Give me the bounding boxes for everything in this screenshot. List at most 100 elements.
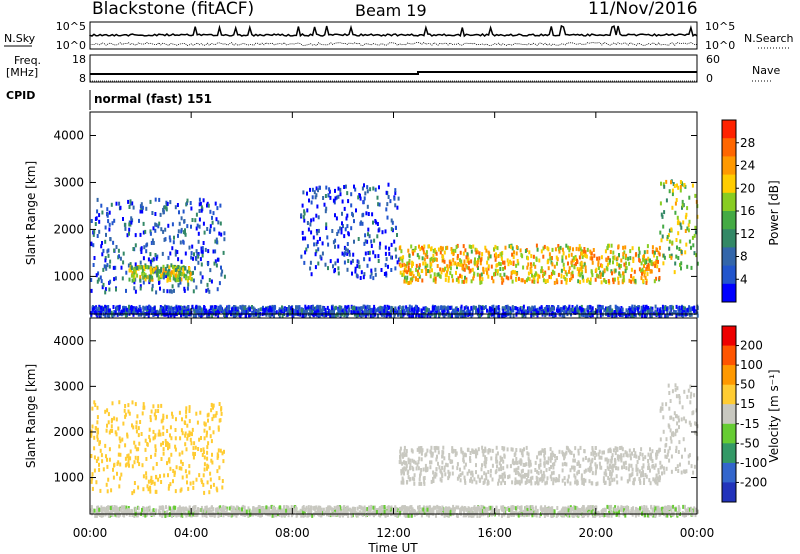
power-mark xyxy=(191,218,194,222)
velocity-mark xyxy=(399,449,402,454)
velocity-mark xyxy=(456,462,459,467)
velocity-mark xyxy=(93,468,96,473)
power-mark xyxy=(562,310,565,315)
velocity-mark xyxy=(137,485,140,490)
power-mark xyxy=(158,280,161,285)
power-mark xyxy=(370,239,373,244)
velocity-mark xyxy=(169,466,172,471)
power-mark xyxy=(217,309,220,314)
colorbar-swatch xyxy=(722,265,736,285)
velocity-mark xyxy=(206,445,209,450)
velocity-mark xyxy=(622,453,625,458)
velocity-mark xyxy=(449,459,452,464)
velocity-mark xyxy=(150,478,152,483)
power-mark xyxy=(429,257,432,262)
power-mark xyxy=(357,260,360,265)
velocity-mark xyxy=(574,475,577,480)
power-mark xyxy=(196,252,199,257)
power-mark xyxy=(446,270,449,275)
power-mark xyxy=(419,247,422,252)
power-mark xyxy=(109,259,112,264)
velocity-mark xyxy=(640,471,643,476)
velocity-mark xyxy=(491,448,494,453)
velocity-mark xyxy=(399,453,402,458)
power-mark xyxy=(142,230,145,235)
velocity-mark xyxy=(567,448,570,453)
velocity-mark xyxy=(454,449,457,453)
power-mark xyxy=(168,235,171,240)
power-mark xyxy=(616,256,619,261)
velocity-mark xyxy=(627,467,630,472)
velocity-mark xyxy=(95,426,98,431)
power-mark xyxy=(223,308,226,313)
power-mark xyxy=(178,266,181,271)
power-mark xyxy=(359,196,362,201)
power-mark xyxy=(592,310,595,315)
velocity-mark xyxy=(203,421,206,426)
power-mark xyxy=(106,213,109,218)
power-mark xyxy=(602,270,605,275)
power-mark xyxy=(149,271,152,275)
velocity-mark xyxy=(90,431,93,436)
velocity-mark xyxy=(655,455,658,460)
power-mark xyxy=(666,313,669,318)
power-mark xyxy=(241,304,244,309)
velocity-mark xyxy=(667,423,670,428)
power-mark xyxy=(339,187,342,192)
velocity-mark xyxy=(448,474,451,479)
power-mark xyxy=(188,266,191,271)
power-mark xyxy=(671,192,674,197)
power-mark xyxy=(679,239,682,244)
power-mark xyxy=(390,242,393,247)
power-mark xyxy=(410,313,413,318)
power-mark xyxy=(606,267,609,272)
power-mark xyxy=(557,305,560,310)
power-mark xyxy=(197,309,200,314)
velocity-mark xyxy=(417,460,420,465)
power-mark xyxy=(175,308,178,313)
power-mark xyxy=(634,313,637,318)
velocity-mark xyxy=(661,406,664,411)
velocity-mark xyxy=(210,458,213,463)
velocity-mark xyxy=(169,433,171,438)
velocity-mark xyxy=(689,422,692,427)
power-mark xyxy=(612,280,615,285)
y-tick-label: 4000 xyxy=(53,128,84,142)
velocity-mark xyxy=(589,462,592,467)
velocity-mark xyxy=(695,422,698,427)
power-mark xyxy=(572,247,574,252)
velocity-mark xyxy=(429,465,432,470)
power-mark xyxy=(278,309,281,314)
velocity-mark xyxy=(604,457,607,462)
velocity-mark xyxy=(413,473,416,478)
power-mark xyxy=(643,258,646,263)
power-mark xyxy=(248,307,251,312)
velocity-mark xyxy=(184,469,187,474)
velocity-mark xyxy=(98,462,100,467)
power-mark xyxy=(108,227,111,232)
power-mark xyxy=(130,220,133,225)
freq-label: Freq. xyxy=(14,54,41,67)
power-mark xyxy=(551,247,554,252)
velocity-mark xyxy=(640,447,643,452)
velocity-mark xyxy=(672,504,675,509)
velocity-mark xyxy=(663,470,666,475)
velocity-mark xyxy=(542,449,545,454)
velocity-mark xyxy=(188,405,191,410)
power-mark xyxy=(150,263,153,268)
power-mark xyxy=(327,266,329,271)
velocity-mark xyxy=(489,468,492,473)
power-mark xyxy=(603,278,606,283)
power-mark xyxy=(145,275,148,280)
power-mark xyxy=(377,202,380,207)
velocity-mark xyxy=(109,428,112,433)
power-mark xyxy=(591,256,594,261)
power-mark xyxy=(169,251,172,256)
velocity-mark xyxy=(185,409,188,414)
power-mark xyxy=(454,308,457,313)
velocity-mark xyxy=(621,447,624,452)
velocity-mark xyxy=(577,507,580,512)
power-mark xyxy=(649,269,652,274)
power-mark xyxy=(198,197,201,202)
power-mark xyxy=(348,250,351,255)
